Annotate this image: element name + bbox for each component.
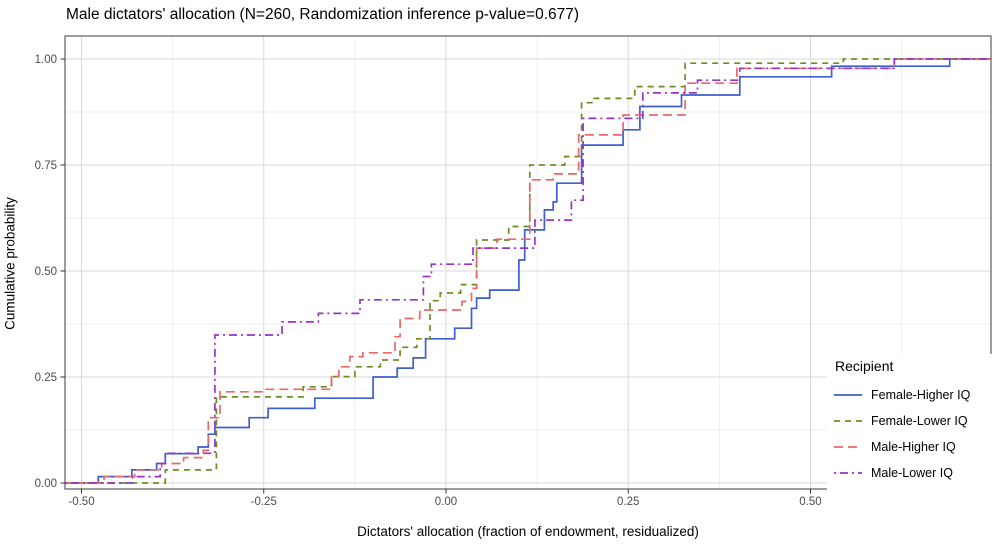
legend-label: Female-Lower IQ <box>871 414 968 428</box>
legend-item: Female-Higher IQ <box>833 382 1000 408</box>
svg-text:0.00: 0.00 <box>435 496 457 508</box>
legend-item: Male-Lower IQ <box>833 460 1000 486</box>
legend-label: Male-Higher IQ <box>871 440 956 454</box>
series-Male-Higher IQ <box>65 58 991 484</box>
svg-text:0.25: 0.25 <box>617 496 639 508</box>
svg-text:0.25: 0.25 <box>35 372 57 384</box>
legend: Recipient Female-Higher IQ Female-Lower … <box>827 354 1000 490</box>
line-key-icon <box>834 394 862 396</box>
series-Female-Lower IQ <box>65 58 991 484</box>
line-key-icon <box>834 420 862 422</box>
legend-item: Female-Lower IQ <box>833 408 1000 434</box>
legend-title: Recipient <box>835 358 894 374</box>
series-Female-Higher IQ <box>65 58 991 484</box>
svg-text:0.75: 0.75 <box>35 160 57 172</box>
legend-label: Female-Higher IQ <box>871 388 971 402</box>
x-axis-title: Dictators' allocation (fraction of endow… <box>357 524 699 539</box>
svg-text:0.00: 0.00 <box>35 478 57 490</box>
line-key-icon <box>834 446 862 448</box>
svg-text:1.00: 1.00 <box>35 54 57 66</box>
legend-label: Male-Lower IQ <box>871 466 953 480</box>
svg-text:-0.50: -0.50 <box>68 496 94 508</box>
svg-text:0.50: 0.50 <box>35 266 57 278</box>
line-key-icon <box>834 472 862 474</box>
chart-title: Male dictators' allocation (N=260, Rando… <box>66 6 580 23</box>
legend-item: Male-Higher IQ <box>833 434 1000 460</box>
svg-text:-0.25: -0.25 <box>251 496 277 508</box>
svg-text:0.50: 0.50 <box>799 496 821 508</box>
y-axis-title: Cumulative probability <box>2 197 18 330</box>
